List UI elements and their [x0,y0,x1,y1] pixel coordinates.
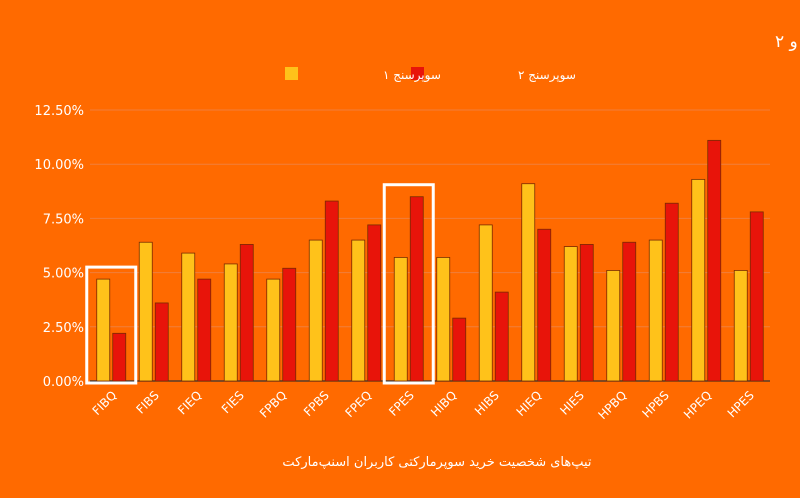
x-tick-label: FPBQ [257,388,289,420]
legend-swatch-series-1 [285,67,298,80]
x-tick-label: FPES [386,388,417,419]
x-tick-label: HPBS [639,388,671,420]
bars [96,139,764,382]
bar-fibs-series-1 [138,241,153,382]
bar-fibq-series-1 [96,278,111,382]
bar-fieq-series-2 [197,278,212,382]
bar-fpbs-series-1 [308,239,323,382]
bar-hibq-series-1 [436,257,451,382]
legend-label-series-1: سوپرسنج ۱ [383,68,441,83]
bar-hies-series-1 [563,246,578,382]
bar-hibs-series-1 [478,224,493,382]
bar-hpes-series-1 [733,270,748,382]
bar-fpbq-series-1 [266,278,281,382]
bar-hpbq-series-1 [606,270,621,382]
x-tick-label: HIBQ [428,388,459,419]
bar-hieq-series-2 [537,228,552,382]
y-tick-label: 5.00% [43,267,84,282]
x-tick-label: FPBS [301,388,332,419]
bar-fpes-series-2 [409,196,424,382]
x-tick-label: FIEQ [175,388,204,417]
y-axis-ticks: 0.00% 2.50% 5.00% 7.50% 10.00% 12.50% [34,104,84,390]
y-tick-label: 10.00% [34,158,84,173]
x-tick-label: HIEQ [514,388,545,419]
bar-hpeq-series-2 [707,139,722,382]
x-tick-label: HPBQ [595,388,629,422]
legend-swatch-series-2 [411,67,424,80]
bar-hpbs-series-1 [648,239,663,382]
x-axis-ticks: FIBQ FIBS FIEQ FIES FPBQ FPBS FPEQ FPES HIBQ HIBS… [90,388,757,422]
bar-hibq-series-2 [452,317,467,382]
highlight-box-fpes [382,183,435,385]
y-tick-label: 0.00% [43,375,84,390]
x-tick-label: FPEQ [342,388,374,420]
legend: سوپرسنج ۲ سوپرسنج ۱ [285,67,576,83]
bar-fpes-series-1 [393,257,408,382]
highlight-boxes [85,183,435,385]
x-tick-label: HIBS [472,388,502,418]
x-tick-label: HIES [557,388,587,418]
bar-fibs-series-2 [154,302,169,382]
y-tick-label: 12.50% [34,104,84,119]
bar-hieq-series-1 [521,183,536,382]
bar-hpbq-series-2 [622,241,637,382]
chart-title: توزیع تیپ‌های شخصیتی در سوپرسنج ۱ و ۲ [775,32,800,52]
x-tick-label: FIES [219,388,247,416]
bar-hpeq-series-1 [691,178,706,382]
legend-label-series-2: سوپرسنج ۲ [518,68,576,83]
bar-fies-series-1 [223,263,238,382]
y-tick-label: 7.50% [43,212,84,227]
x-tick-label: FIBQ [90,388,120,418]
bar-hies-series-2 [579,244,594,382]
bar-hpes-series-2 [749,211,764,382]
bar-hibs-series-2 [494,291,509,382]
y-tick-label: 2.50% [43,321,84,336]
x-tick-label: FIBS [134,388,162,416]
bar-fieq-series-1 [181,252,196,382]
bar-fpeq-series-1 [351,239,366,382]
x-axis-label: تیپ‌های شخصیت خرید سوپرمارکتی کاربران اس… [282,455,592,470]
bar-fpbq-series-2 [282,267,297,382]
x-tick-label: HPEQ [681,388,714,421]
x-tick-label: HPES [725,388,757,420]
bar-fpeq-series-2 [367,224,382,382]
bar-fies-series-2 [239,244,254,382]
bar-hpbs-series-2 [664,202,679,382]
bar-fibq-series-2 [112,332,127,382]
bar-fpbs-series-2 [324,200,339,382]
highlight-box-fibq [85,265,138,385]
